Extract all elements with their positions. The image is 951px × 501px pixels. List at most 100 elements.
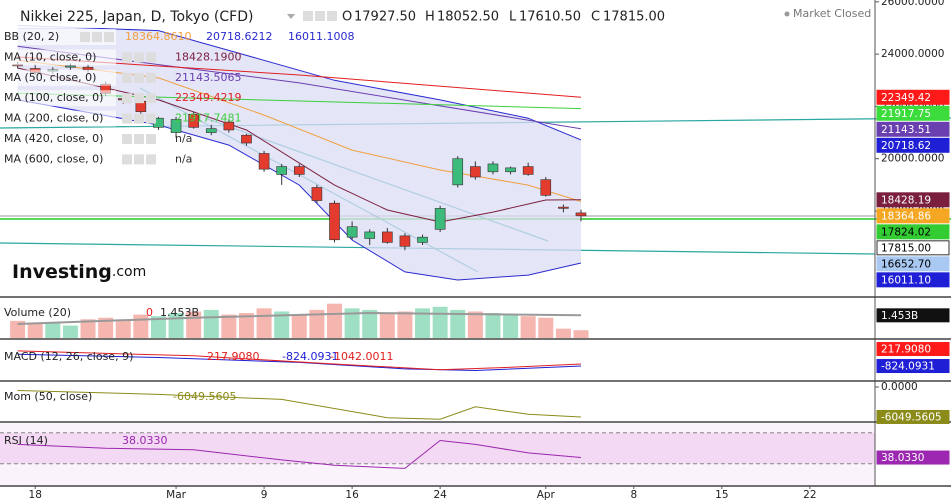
pane-readout: -6049.5605: [173, 390, 236, 403]
x-tick-label: 8: [630, 489, 637, 501]
macd-line: [17, 353, 582, 372]
price-tag-label: 1.453B: [881, 310, 918, 322]
pane-readout: 1.453B: [160, 306, 199, 319]
price-tag-label: 21917.75: [881, 108, 931, 120]
icon[interactable]: [303, 11, 313, 21]
legend-icon: [146, 134, 156, 144]
price-tag-label: 17815.00: [881, 242, 931, 254]
legend-background: [0, 69, 116, 86]
legend-value: 18428.1900: [175, 50, 241, 63]
price-tag: [876, 359, 950, 374]
price-tag-label: 22349.42: [881, 92, 931, 104]
price-tag: [876, 240, 950, 256]
x-tick-label: 22: [803, 489, 816, 501]
market-status: Market Closed: [793, 7, 871, 20]
x-tick-label: 18: [29, 489, 42, 501]
volume-bar: [80, 319, 96, 338]
legend-value: n/a: [175, 152, 192, 165]
candle-body: [399, 235, 411, 247]
candle-body: [364, 231, 376, 239]
price-tag: [876, 105, 950, 121]
volume-bar: [344, 308, 360, 338]
volume-bar: [27, 323, 43, 338]
volume-bar: [203, 309, 219, 338]
candle-body: [540, 179, 552, 196]
y-tick-label: 20000.0000: [881, 153, 944, 165]
candle-body: [329, 202, 340, 241]
pane-label: MACD (12, 26, close, 9): [4, 350, 133, 363]
price-tag: [876, 89, 950, 105]
legend-icon: [146, 52, 156, 63]
legend-label: MA (50, close, 0): [4, 71, 96, 84]
volume-bar: [45, 322, 61, 338]
volume-bar: [150, 316, 166, 338]
price-tag-label: 16652.70: [881, 258, 931, 270]
chart-title: Nikkei 225, Japan, D, Tokyo (CFD): [20, 9, 253, 25]
legend-background: [0, 90, 116, 107]
price-tag: [876, 308, 950, 323]
x-tick-label: Apr: [537, 489, 556, 501]
legend-label: MA (100, close, 0): [4, 91, 103, 104]
y-tick-label: 0.0000: [881, 381, 918, 393]
dropdown-arrow[interactable]: [287, 14, 295, 19]
candle-body: [575, 212, 587, 217]
volume-bar: [362, 309, 378, 338]
legend-icon: [146, 72, 156, 83]
candle-body: [65, 65, 76, 68]
legend-icon: [80, 32, 90, 42]
ohlc-value: 17610.50: [519, 10, 581, 25]
candle-body: [505, 167, 516, 173]
legend-value: 21143.5065: [175, 71, 241, 84]
candle-body: [82, 66, 94, 71]
x-tick-label: 16: [345, 489, 359, 501]
legend-value: 16011.1008: [288, 30, 354, 43]
legend-label: MA (420, close, 0): [4, 132, 103, 145]
price-tag-label: 38.0330: [881, 452, 924, 464]
indicator-line: [17, 67, 582, 223]
candle-body: [293, 166, 305, 175]
candle-body: [382, 231, 393, 243]
icon[interactable]: [315, 11, 325, 21]
volume-bar: [379, 313, 395, 338]
candle-body: [434, 208, 446, 230]
x-tick-label: 24: [433, 489, 447, 501]
plot: [0, 24, 875, 469]
legend-value: 20718.6212: [206, 30, 272, 43]
price-tag: [876, 192, 950, 208]
price-tag: [876, 409, 950, 424]
legend-value: 18364.8610: [125, 30, 191, 43]
indicator-line: [17, 99, 582, 281]
ohlc-value: 18052.50: [437, 10, 499, 25]
indicator-line: [17, 59, 582, 202]
brand: Investing: [12, 261, 112, 283]
legend-icon: [134, 72, 144, 83]
ohlc-value: 17927.50: [354, 10, 416, 25]
legend-icon: [122, 154, 132, 165]
legend-background: [0, 49, 116, 66]
price-tag-label: 20718.62: [881, 140, 931, 152]
y-tick-label: 26000.0000: [881, 0, 944, 8]
volume-bar: [98, 317, 114, 338]
pane-readout: -1042.0011: [330, 350, 393, 363]
x-tick-label: 15: [715, 489, 728, 501]
legend-value: 21917.7481: [175, 112, 241, 125]
price-tag-label: 18428.19: [881, 194, 931, 206]
volume-bar: [503, 314, 519, 338]
price-tag: [876, 224, 950, 240]
icon[interactable]: [327, 11, 337, 21]
pane-readout: 217.9080: [207, 350, 260, 363]
volume-bar: [450, 309, 466, 338]
volume-bar: [327, 303, 343, 338]
price-tag-label: 21143.51: [881, 124, 931, 136]
legend-label: MA (600, close, 0): [4, 152, 103, 165]
candle-body: [241, 134, 252, 144]
rsi-band-fill: [0, 432, 875, 464]
price-tag-label: -6049.5605: [881, 411, 942, 423]
indicator-line: [17, 24, 582, 141]
legend-background: [0, 151, 116, 168]
price-tag-label: 17824.02: [881, 226, 931, 238]
pane-readout: -824.0931: [282, 350, 338, 363]
legend-value: n/a: [175, 132, 192, 145]
legend-icon: [134, 154, 144, 165]
candle-body: [522, 166, 534, 175]
